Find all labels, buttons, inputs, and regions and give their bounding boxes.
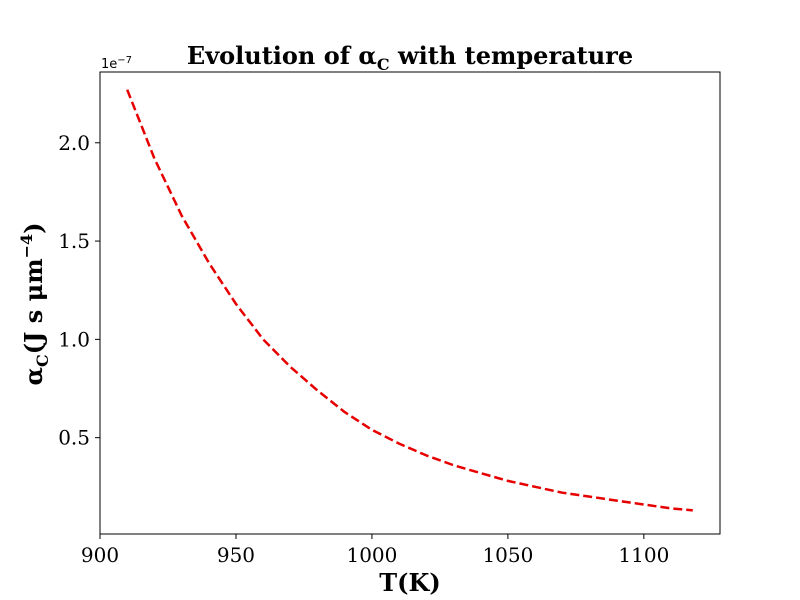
x-tick-label-4: 1100	[618, 543, 669, 567]
x-tick-label-3: 1050	[482, 543, 533, 567]
x-tick-label-1: 950	[217, 543, 255, 567]
y-tick-label-0: 0.5	[58, 426, 90, 450]
y-axis-label: αC(J s μm−4)	[17, 222, 52, 385]
y-tick-label-1: 1.0	[58, 327, 90, 351]
series-line-alpha_C	[126, 89, 693, 512]
x-tick-label-0: 900	[81, 543, 119, 567]
x-tick-label-2: 1000	[346, 543, 397, 567]
chart-title: Evolution of αC with temperature	[187, 41, 633, 74]
y-offset-text: 1e−7	[101, 55, 132, 72]
x-axis-label: T(K)	[379, 568, 440, 597]
y-tick-label-2: 1.5	[58, 229, 90, 253]
y-tick-label-3: 2.0	[58, 131, 90, 155]
plot-area: 900 950 1000 1050 1100 0.5 1.0 1.5 2.0	[58, 71, 721, 567]
axes-frame	[99, 71, 721, 535]
